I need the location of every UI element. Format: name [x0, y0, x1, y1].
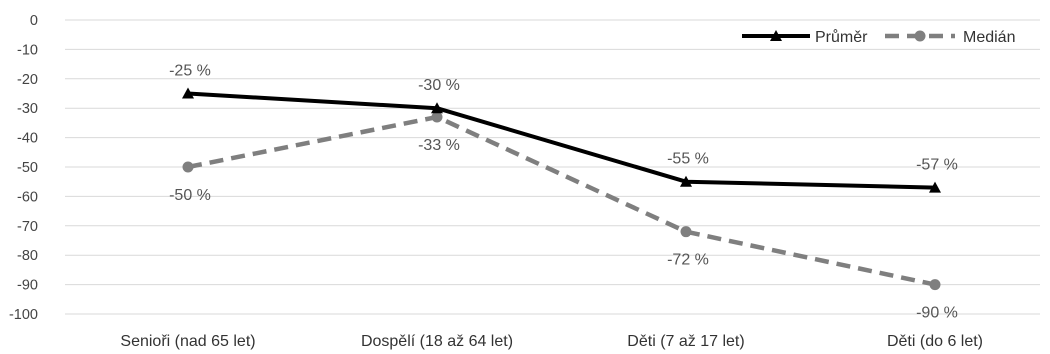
x-category-label: Dospělí (18 až 64 let)	[361, 333, 513, 350]
series-line-prumer	[187, 91, 936, 190]
series-line-median	[187, 114, 936, 287]
data-point-median	[929, 279, 941, 291]
series-prumer	[182, 87, 941, 193]
legend-marker-median	[914, 30, 926, 42]
data-label-median: -90 %	[916, 305, 958, 322]
x-category-label: Děti (7 až 17 let)	[627, 333, 744, 350]
legend-marker-prumer	[770, 30, 782, 41]
legend-item-median: Medián	[885, 29, 1015, 46]
y-tick-label: -20	[17, 72, 38, 88]
x-category-label: Senioři (nad 65 let)	[120, 333, 255, 350]
data-point-median	[182, 161, 194, 173]
gridlines	[65, 19, 1040, 315]
data-point-median	[680, 226, 692, 238]
y-axis-tick-labels: 0 -10 -20 -30 -40 -50 -60 -70 -80 -90 -100	[9, 13, 38, 323]
data-label-median: -72 %	[667, 252, 709, 269]
x-axis-category-labels: Senioři (nad 65 let) Dospělí (18 až 64 le…	[120, 333, 983, 350]
legend: Průměr Medián	[742, 28, 1015, 46]
data-point-prumer	[680, 175, 692, 187]
data-label-prumer: -30 %	[418, 77, 460, 94]
data-point-prumer	[929, 181, 941, 193]
data-point-median	[431, 111, 443, 123]
y-tick-label: -80	[17, 248, 38, 264]
y-tick-label: -70	[17, 219, 38, 235]
data-label-prumer: -25 %	[169, 63, 211, 80]
y-tick-label: -100	[9, 307, 38, 323]
y-tick-label: -50	[17, 160, 38, 176]
x-category-label: Děti (do 6 let)	[887, 333, 983, 350]
y-tick-label: -40	[17, 131, 38, 147]
y-tick-label: 0	[30, 13, 38, 29]
data-label-prumer: -55 %	[667, 151, 709, 168]
data-label-prumer: -57 %	[916, 157, 958, 174]
data-point-prumer	[182, 87, 194, 99]
data-label-median: -50 %	[169, 187, 211, 204]
y-tick-label: -90	[17, 278, 38, 294]
series-lines	[182, 87, 941, 291]
legend-item-prumer: Průměr	[742, 28, 868, 46]
y-tick-label: -10	[17, 42, 38, 58]
data-labels: -50 % -33 % -72 % -90 % -25 % -30 % -55 % -57 %	[169, 63, 958, 322]
y-tick-label: -60	[17, 189, 38, 205]
legend-label-prumer: Průměr	[815, 28, 868, 46]
data-point-prumer	[431, 102, 443, 114]
legend-label-median: Medián	[963, 29, 1015, 46]
y-tick-label: -30	[17, 101, 38, 117]
series-median	[182, 111, 941, 291]
data-label-median: -33 %	[418, 137, 460, 154]
